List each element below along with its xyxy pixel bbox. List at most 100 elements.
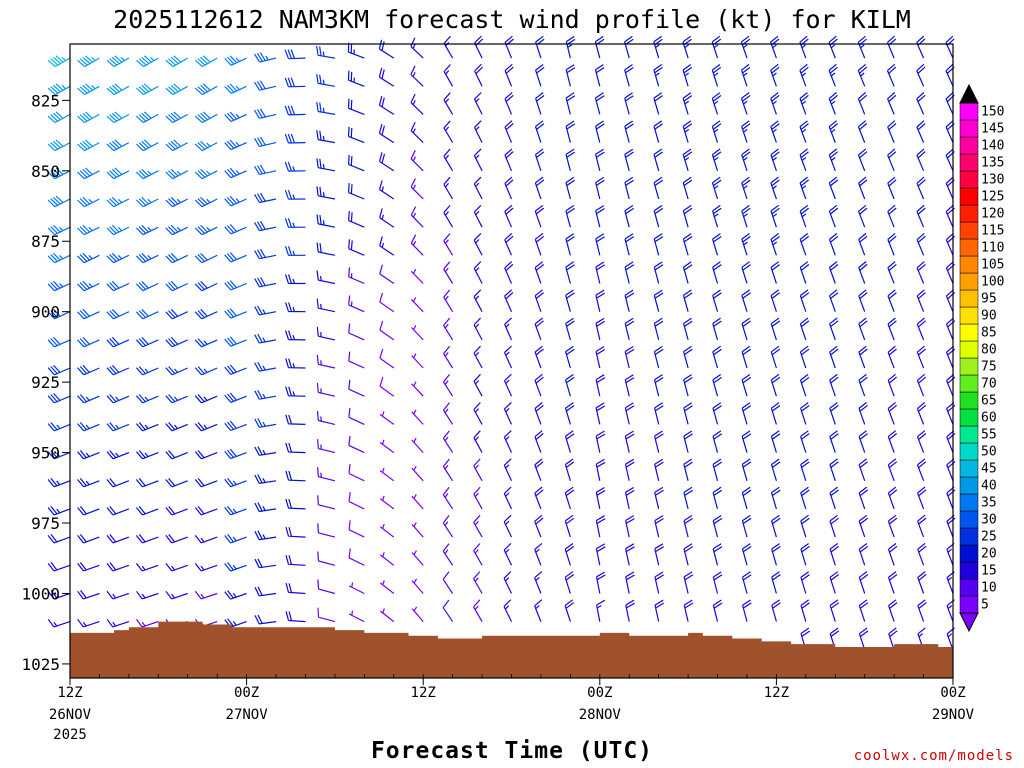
wind-barb — [887, 148, 897, 172]
wind-barb — [534, 261, 545, 284]
wind-barb — [77, 111, 100, 124]
wind-barb — [741, 233, 751, 256]
wind-barb — [106, 618, 130, 628]
wind-barb — [595, 261, 605, 284]
credit-link[interactable]: coolwx.com/models — [854, 748, 1014, 764]
wind-barb — [194, 252, 218, 264]
wind-barb — [348, 492, 365, 510]
wind-barb — [194, 450, 218, 460]
wind-barb — [503, 514, 513, 538]
wind-barb — [565, 289, 575, 312]
wind-barb — [77, 308, 100, 320]
wind-barb — [828, 176, 839, 200]
wind-barb — [410, 206, 424, 228]
wind-barb — [565, 205, 575, 228]
wind-barb — [565, 176, 576, 200]
wind-barb — [442, 402, 454, 425]
wind-barb — [348, 379, 365, 397]
wind-barb — [504, 317, 513, 341]
wind-barb — [410, 297, 424, 313]
x-tick-label: 00Z — [234, 685, 259, 701]
y-tick-label: 975 — [31, 514, 60, 533]
wind-barb — [47, 450, 71, 460]
wind-barb — [625, 515, 635, 538]
wind-barb — [254, 558, 277, 569]
wind-barb — [348, 610, 365, 623]
wind-barb — [741, 317, 751, 341]
wind-barb — [858, 176, 868, 200]
wind-barb — [165, 139, 188, 152]
wind-barb — [858, 289, 868, 312]
wind-barb — [711, 92, 722, 115]
wind-barb — [254, 305, 277, 316]
wind-barb — [887, 571, 898, 594]
x-tick-date: 26NOV — [49, 707, 92, 723]
wind-barb — [379, 439, 395, 454]
wind-barb — [224, 55, 247, 66]
wind-barb — [106, 167, 130, 180]
wind-barb — [379, 523, 395, 538]
wind-barb — [564, 599, 575, 622]
wind-barb — [165, 336, 188, 348]
colorbar-label: 30 — [981, 513, 997, 528]
wind-barb — [135, 422, 159, 432]
wind-barb — [653, 35, 663, 59]
wind-barb — [443, 289, 454, 313]
wind-barb — [473, 289, 483, 312]
wind-barb — [624, 430, 635, 453]
wind-barb — [473, 486, 483, 510]
wind-barb — [316, 411, 336, 425]
wind-barb — [887, 232, 897, 256]
wind-barb — [194, 308, 218, 320]
wind-barb — [741, 374, 752, 397]
wind-barb — [653, 176, 664, 200]
wind-barb — [473, 571, 483, 594]
colorbar-label: 10 — [981, 581, 997, 596]
wind-barb — [285, 330, 306, 341]
wind-barb — [682, 64, 693, 87]
wind-barb — [503, 458, 513, 482]
wind-barb — [504, 204, 514, 228]
wind-barb — [135, 168, 159, 180]
wind-barb — [106, 139, 130, 152]
wind-barb — [503, 402, 513, 425]
wind-barb — [165, 422, 188, 432]
colorbar-label: 100 — [981, 275, 1004, 290]
wind-barb — [317, 579, 336, 595]
wind-barb — [473, 317, 483, 341]
wind-barb — [624, 92, 634, 115]
wind-barb — [316, 354, 336, 369]
wind-barb — [625, 599, 635, 622]
wind-barb — [829, 571, 840, 594]
wind-barb — [135, 478, 159, 488]
wind-barb — [504, 35, 514, 59]
wind-barb — [316, 102, 336, 115]
wind-barb — [473, 176, 483, 200]
wind-barb — [564, 543, 575, 566]
wind-barb — [442, 486, 454, 510]
wind-barb — [347, 70, 365, 87]
wind-barb — [741, 204, 751, 228]
wind-barb — [165, 252, 188, 264]
colorbar-label: 80 — [981, 343, 997, 358]
wind-barb — [712, 430, 723, 453]
wind-barb — [564, 402, 575, 425]
wind-barb — [829, 486, 839, 510]
wind-barb — [165, 366, 188, 376]
colorbar-label: 120 — [981, 207, 1004, 222]
wind-barb — [887, 92, 897, 115]
wind-barb — [254, 333, 277, 344]
wind-barb — [348, 548, 365, 566]
colorbar-bin — [959, 255, 979, 274]
colorbar-bin — [959, 187, 979, 206]
wind-barb — [106, 394, 130, 404]
wind-barb — [741, 289, 751, 312]
wind-barb — [887, 345, 897, 369]
wind-barb — [741, 458, 752, 481]
wind-barb — [654, 543, 664, 566]
colorbar-bin — [959, 374, 979, 393]
wind-barb — [503, 599, 513, 622]
wind-barb — [317, 607, 336, 623]
wind-barb — [595, 402, 606, 425]
wind-barb — [504, 289, 514, 312]
